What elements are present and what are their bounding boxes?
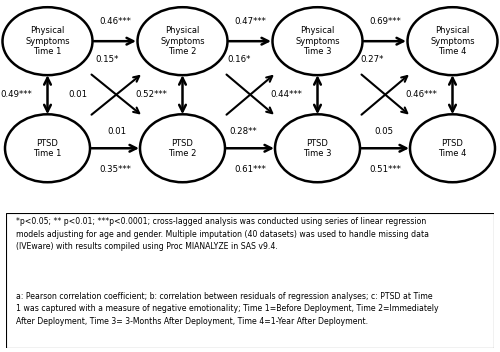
Text: 0.46***: 0.46***	[99, 17, 131, 26]
Text: 0.49***: 0.49***	[0, 90, 32, 99]
Text: 0.27*: 0.27*	[360, 55, 384, 64]
Ellipse shape	[2, 7, 92, 75]
Text: 0.69***: 0.69***	[369, 17, 401, 26]
Text: 0.44***: 0.44***	[270, 90, 302, 99]
Text: 0.35***: 0.35***	[99, 165, 131, 174]
FancyBboxPatch shape	[6, 213, 494, 348]
Text: 0.05: 0.05	[374, 127, 393, 136]
Text: a: Pearson correlation coefficient; b: correlation between residuals of regressi: a: Pearson correlation coefficient; b: c…	[16, 291, 438, 326]
Text: 0.28**: 0.28**	[229, 127, 256, 136]
Text: PTSD
Time 2: PTSD Time 2	[168, 139, 196, 158]
Text: Physical
Symptoms
Time 1: Physical Symptoms Time 1	[25, 26, 70, 56]
Ellipse shape	[410, 114, 495, 182]
Ellipse shape	[138, 7, 228, 75]
Text: Physical
Symptoms
Time 4: Physical Symptoms Time 4	[430, 26, 475, 56]
Ellipse shape	[5, 114, 90, 182]
Text: 0.01: 0.01	[108, 127, 126, 136]
Ellipse shape	[275, 114, 360, 182]
Text: PTSD
Time 4: PTSD Time 4	[438, 139, 466, 158]
Text: 0.51***: 0.51***	[369, 165, 401, 174]
Text: Physical
Symptoms
Time 2: Physical Symptoms Time 2	[160, 26, 205, 56]
Text: 0.47***: 0.47***	[234, 17, 266, 26]
Text: 0.46***: 0.46***	[406, 90, 438, 99]
Text: 0.52***: 0.52***	[135, 90, 167, 99]
Text: PTSD
Time 1: PTSD Time 1	[34, 139, 62, 158]
Text: Physical
Symptoms
Time 3: Physical Symptoms Time 3	[295, 26, 340, 56]
Text: PTSD
Time 3: PTSD Time 3	[303, 139, 332, 158]
Text: *p<0.05; ** p<0.01; ***p<0.0001; cross-lagged analysis was conducted using serie: *p<0.05; ** p<0.01; ***p<0.0001; cross-l…	[16, 217, 429, 251]
Ellipse shape	[140, 114, 225, 182]
Text: 0.61***: 0.61***	[234, 165, 266, 174]
Ellipse shape	[408, 7, 498, 75]
Text: 0.15*: 0.15*	[95, 55, 118, 64]
Text: 0.01: 0.01	[68, 90, 87, 99]
Text: 0.16*: 0.16*	[228, 55, 251, 64]
Ellipse shape	[272, 7, 362, 75]
